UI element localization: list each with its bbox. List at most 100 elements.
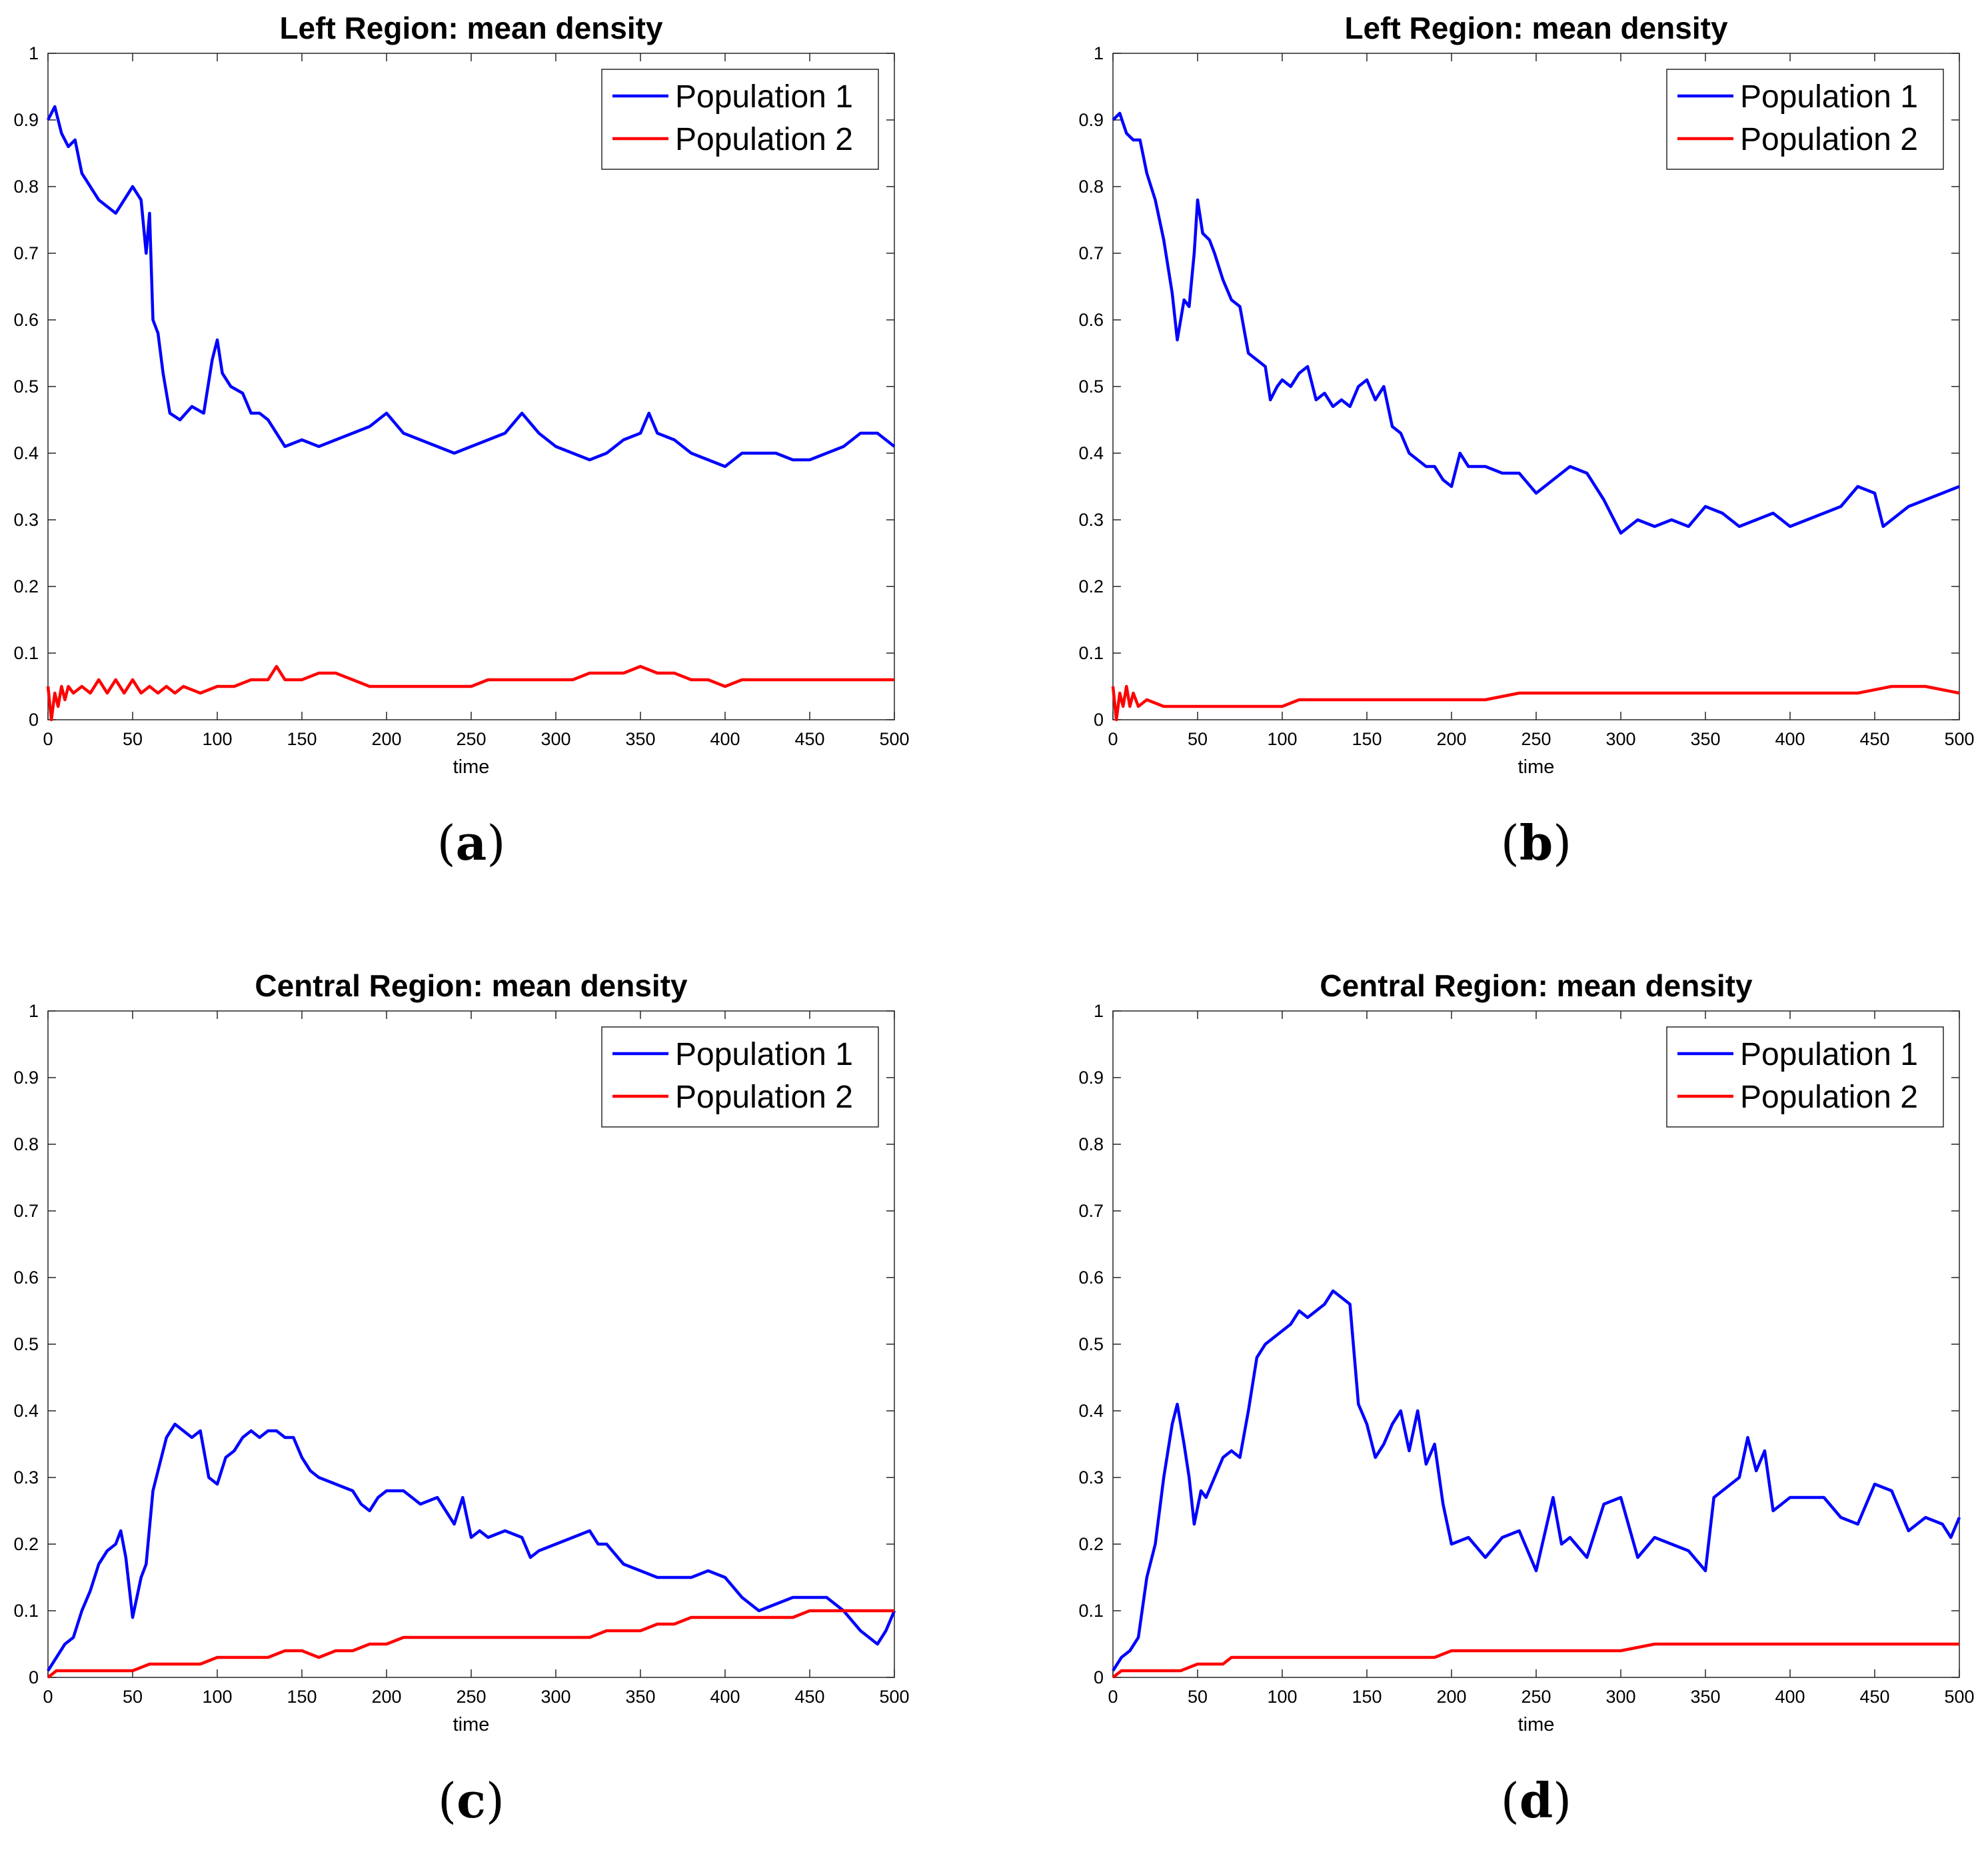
series-line-population-2 xyxy=(1111,684,1960,722)
y-tick-label: 0.2 xyxy=(13,576,39,596)
y-tick-label: 0.8 xyxy=(1078,177,1104,197)
y-tick-label: 0.1 xyxy=(13,1601,39,1621)
legend-label-population-2: Population 2 xyxy=(675,122,853,157)
y-tick-label: 0.6 xyxy=(1078,310,1104,330)
x-tick-label: 250 xyxy=(456,729,486,749)
y-tick-label: 0.3 xyxy=(13,510,39,530)
y-tick-label: 0.8 xyxy=(13,1134,39,1154)
legend-box xyxy=(601,69,879,170)
x-tick-label: 0 xyxy=(1108,729,1118,749)
x-tick-label: 400 xyxy=(1775,729,1805,749)
x-axis-label-b: time xyxy=(1518,756,1555,778)
x-tick-label: 100 xyxy=(1267,1687,1297,1707)
x-tick-label: 250 xyxy=(456,1687,486,1707)
x-tick-label: 0 xyxy=(1108,1687,1118,1707)
panel-a: Left Region: mean density 0 50 100 150 200 250… xyxy=(13,11,909,871)
y-tick-label: 0.6 xyxy=(13,1268,39,1288)
x-tick-label: 350 xyxy=(625,729,655,749)
x-tick-label: 300 xyxy=(540,1687,570,1707)
x-tick-label: 450 xyxy=(794,1687,824,1707)
y-tick-label: 0.7 xyxy=(1078,1201,1104,1221)
x-tick-label: 300 xyxy=(1605,1687,1635,1707)
legend-label-population-1: Population 1 xyxy=(675,79,853,115)
chart-title-a: Left Region: mean density xyxy=(279,11,662,45)
series-line-population-2 xyxy=(47,1609,894,1679)
y-tick-label: 0.8 xyxy=(1078,1134,1104,1154)
y-tick-label: 0.7 xyxy=(13,243,39,263)
x-tick-label: 150 xyxy=(287,729,317,749)
x-tick-label: 350 xyxy=(1690,1687,1720,1707)
x-tick-label: 100 xyxy=(1267,729,1297,749)
y-tick-label: 0.5 xyxy=(1078,377,1104,397)
legend-c: Population 1 Population 2 xyxy=(601,1026,879,1128)
x-tick-label: 50 xyxy=(1188,729,1208,749)
x-tick-label: 150 xyxy=(1352,1687,1382,1707)
x-tick-label: 200 xyxy=(371,729,401,749)
x-tick-label: 200 xyxy=(1436,1687,1466,1707)
y-tick-label: 0.1 xyxy=(13,643,39,663)
x-tick-label: 500 xyxy=(1944,729,1974,749)
x-tick-label: 500 xyxy=(879,729,909,749)
y-tick-label: 0.7 xyxy=(1078,243,1104,263)
y-tick-label: 0.9 xyxy=(13,1068,39,1088)
legend-b: Population 1 Population 2 xyxy=(1666,69,1944,170)
panel-b: Left Region: mean density 0 50 100 150 200 250… xyxy=(1078,11,1974,871)
panel-c: Central Region: mean density 0 50 100 150 200… xyxy=(13,968,909,1829)
y-tick-label: 0 xyxy=(29,710,39,730)
legend-label-population-2: Population 2 xyxy=(1740,122,1918,157)
x-tick-label: 350 xyxy=(625,1687,655,1707)
y-tick-label: 0.9 xyxy=(13,110,39,130)
x-tick-label: 400 xyxy=(710,1687,740,1707)
chart-title-c: Central Region: mean density xyxy=(255,968,688,1003)
x-tick-label: 400 xyxy=(710,729,740,749)
x-tick-label: 50 xyxy=(123,729,143,749)
x-axis-label-c: time xyxy=(453,1714,490,1735)
panel-caption-a: (a) xyxy=(437,814,506,871)
y-tick-label: 0.4 xyxy=(1078,443,1104,463)
y-tick-label: 0.4 xyxy=(13,443,39,463)
legend-box xyxy=(601,1026,879,1128)
legend-box xyxy=(1666,1026,1944,1128)
y-tick-label: 0.2 xyxy=(13,1534,39,1554)
series-line-population-1 xyxy=(1112,111,1960,535)
x-tick-label: 50 xyxy=(123,1687,143,1707)
y-tick-label: 0 xyxy=(1094,1667,1104,1687)
y-tick-label: 1 xyxy=(29,1001,39,1021)
y-tick-label: 0.8 xyxy=(13,177,39,197)
y-tick-label: 0.6 xyxy=(1078,1268,1104,1288)
x-tick-label: 500 xyxy=(1944,1687,1974,1707)
legend-label-population-1: Population 1 xyxy=(675,1037,853,1072)
x-tick-label: 400 xyxy=(1775,1687,1805,1707)
x-tick-label: 450 xyxy=(794,729,824,749)
x-axis-label-d: time xyxy=(1518,1714,1555,1735)
y-tick-label: 0.9 xyxy=(1078,1068,1104,1088)
x-tick-label: 450 xyxy=(1859,1687,1889,1707)
x-tick-label: 350 xyxy=(1690,729,1720,749)
legend-label-population-2: Population 2 xyxy=(1740,1080,1918,1115)
y-tick-label: 0.5 xyxy=(1078,1334,1104,1354)
series-line-population-2 xyxy=(1112,1642,1959,1679)
x-tick-label: 300 xyxy=(1605,729,1635,749)
x-tick-label: 200 xyxy=(371,1687,401,1707)
chart-title-b: Left Region: mean density xyxy=(1344,11,1727,45)
y-tick-label: 0.3 xyxy=(1078,510,1104,530)
x-tick-label: 250 xyxy=(1521,729,1551,749)
x-tick-label: 200 xyxy=(1436,729,1466,749)
x-tick-label: 100 xyxy=(202,1687,232,1707)
panel-caption-c: (c) xyxy=(438,1772,504,1829)
series-line-population-2 xyxy=(46,664,894,722)
panel-d: Central Region: mean density 0 50 100 150 200… xyxy=(1078,968,1974,1829)
series-line-population-1 xyxy=(47,1422,896,1672)
x-tick-label: 250 xyxy=(1521,1687,1551,1707)
y-tick-label: 0.5 xyxy=(13,1334,39,1354)
legend-d: Population 1 Population 2 xyxy=(1666,1026,1944,1128)
x-axis-label-a: time xyxy=(453,756,490,778)
y-tick-label: 0.7 xyxy=(13,1201,39,1221)
series-line-population-1 xyxy=(1112,1289,1961,1672)
y-tick-label: 0.4 xyxy=(1078,1401,1104,1421)
y-tick-label: 1 xyxy=(1094,1001,1104,1021)
x-tick-label: 0 xyxy=(43,729,53,749)
y-tick-label: 0.2 xyxy=(1078,1534,1104,1554)
series-line-population-1 xyxy=(46,105,896,468)
